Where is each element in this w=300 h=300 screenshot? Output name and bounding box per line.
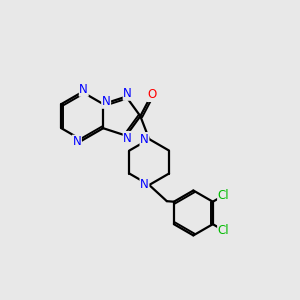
- Text: Cl: Cl: [218, 189, 229, 202]
- Text: N: N: [102, 95, 110, 108]
- Text: N: N: [140, 178, 149, 191]
- Text: N: N: [140, 133, 149, 146]
- Text: O: O: [147, 88, 156, 101]
- Text: Cl: Cl: [218, 224, 229, 237]
- Text: N: N: [80, 83, 88, 96]
- Text: N: N: [73, 135, 81, 148]
- Text: N: N: [123, 131, 132, 145]
- Text: N: N: [123, 87, 132, 100]
